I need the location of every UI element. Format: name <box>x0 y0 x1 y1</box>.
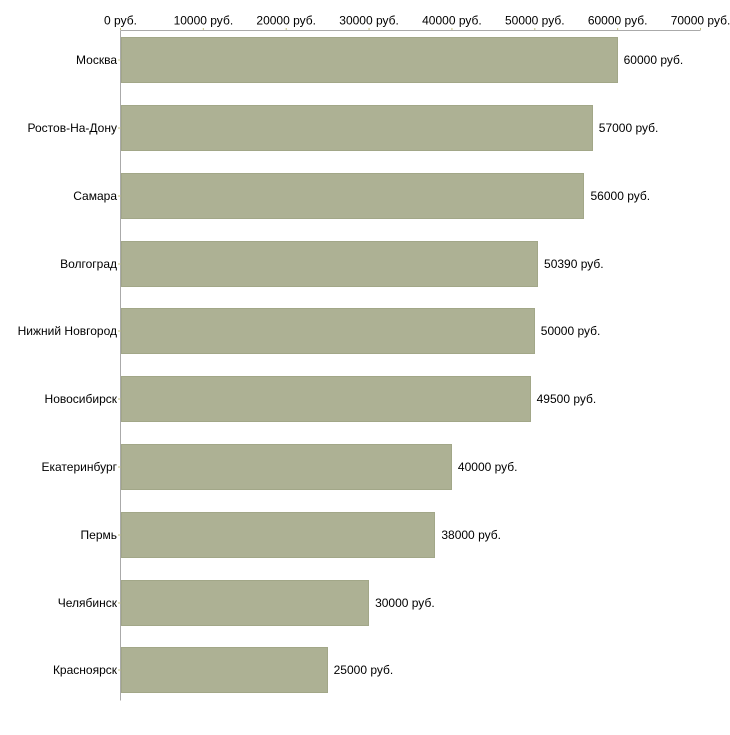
svg-text:50390 руб.: 50390 руб. <box>544 257 604 271</box>
svg-text:Нижний Новгород: Нижний Новгород <box>18 324 117 338</box>
svg-text:Екатеринбург: Екатеринбург <box>42 460 118 474</box>
svg-text:20000 руб.: 20000 руб. <box>256 14 316 28</box>
svg-text:50000 руб.: 50000 руб. <box>541 324 601 338</box>
svg-text:Красноярск: Красноярск <box>53 663 118 677</box>
svg-text:70000 руб.: 70000 руб. <box>671 14 730 28</box>
svg-text:10000 руб.: 10000 руб. <box>174 14 234 28</box>
svg-text:Самара: Самара <box>73 189 117 203</box>
svg-text:Ростов-На-Дону: Ростов-На-Дону <box>28 121 117 135</box>
svg-text:57000 руб.: 57000 руб. <box>599 121 659 135</box>
svg-text:56000 руб.: 56000 руб. <box>591 189 651 203</box>
svg-text:50000 руб.: 50000 руб. <box>505 14 565 28</box>
svg-text:60000 руб.: 60000 руб. <box>624 53 684 67</box>
svg-text:30000 руб.: 30000 руб. <box>375 596 435 610</box>
svg-text:Москва: Москва <box>76 53 117 67</box>
svg-text:38000 руб.: 38000 руб. <box>441 528 501 542</box>
svg-text:60000 руб.: 60000 руб. <box>588 14 648 28</box>
svg-text:40000 руб.: 40000 руб. <box>422 14 482 28</box>
svg-text:30000 руб.: 30000 руб. <box>339 14 399 28</box>
svg-text:Волгоград: Волгоград <box>60 257 117 271</box>
svg-text:49500 руб.: 49500 руб. <box>537 392 597 406</box>
svg-text:0 руб.: 0 руб. <box>104 14 137 28</box>
svg-text:Челябинск: Челябинск <box>58 596 118 610</box>
svg-text:25000 руб.: 25000 руб. <box>334 663 394 677</box>
svg-text:Новосибирск: Новосибирск <box>45 392 118 406</box>
svg-text:Пермь: Пермь <box>81 528 117 542</box>
svg-text:40000 руб.: 40000 руб. <box>458 460 518 474</box>
